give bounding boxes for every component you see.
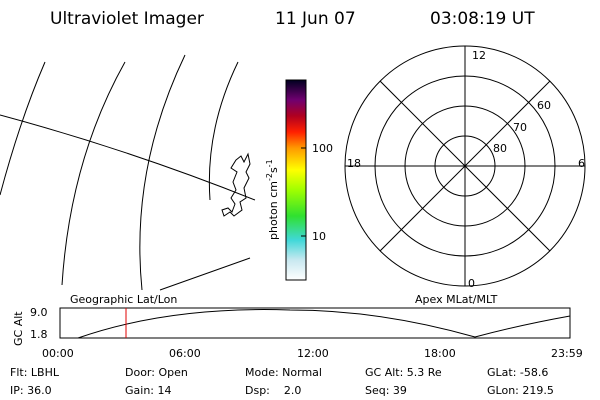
time: 03:08:19 UT	[430, 9, 535, 29]
x-tick-label: 23:59	[551, 347, 583, 360]
status-field: GLat: -58.6	[487, 366, 548, 379]
mlt-label: 18	[347, 157, 361, 170]
colorbar-label: photon cm-2s-1	[265, 159, 280, 240]
x-tick-label: 00:00	[42, 347, 74, 360]
status-field: Mode: Normal	[245, 366, 322, 379]
left-label: Geographic Lat/Lon	[70, 293, 177, 306]
instrument: Ultraviolet Imager	[50, 9, 204, 29]
status-field: GLon: 219.5	[487, 384, 554, 397]
status: Flt: LBHL Door: Open Mode: Normal GC Alt: 5…	[10, 366, 554, 397]
altitude-frame	[59, 307, 571, 339]
mlt-label: 12	[472, 49, 486, 62]
colorbar	[285, 79, 307, 281]
map-panel	[0, 54, 256, 291]
mlat-label: 80	[493, 142, 507, 155]
y-label: GC Alt	[12, 311, 25, 346]
right-label: Apex MLat/MLT	[415, 293, 498, 306]
mlt-label: 0	[468, 277, 475, 290]
y-tick-label: 9.0	[30, 306, 48, 319]
x-tick-label: 12:00	[297, 347, 329, 360]
x-tick-label: 18:00	[424, 347, 456, 360]
colorbar-tick: 100	[312, 142, 333, 155]
status-field: Flt: LBHL	[10, 366, 60, 379]
x-tick-label: 06:00	[169, 347, 201, 360]
mlt-label: 6	[578, 157, 585, 170]
y-tick-label: 1.8	[30, 328, 48, 341]
polar-plot	[344, 45, 586, 287]
status-field: Door: Open	[125, 366, 188, 379]
status-field: Seq: 39	[365, 384, 407, 397]
date: 11 Jun 07	[275, 9, 356, 29]
colorbar-tick: 10	[312, 230, 326, 243]
mlat-label: 70	[513, 121, 527, 134]
status-field: Dsp: 2.0	[245, 384, 301, 397]
mlat-label: 60	[537, 99, 551, 112]
status-field: GC Alt: 5.3 Re	[365, 366, 442, 379]
altitude-curve	[77, 309, 571, 339]
status-field: Gain: 14	[125, 384, 172, 397]
status-field: IP: 36.0	[10, 384, 52, 397]
